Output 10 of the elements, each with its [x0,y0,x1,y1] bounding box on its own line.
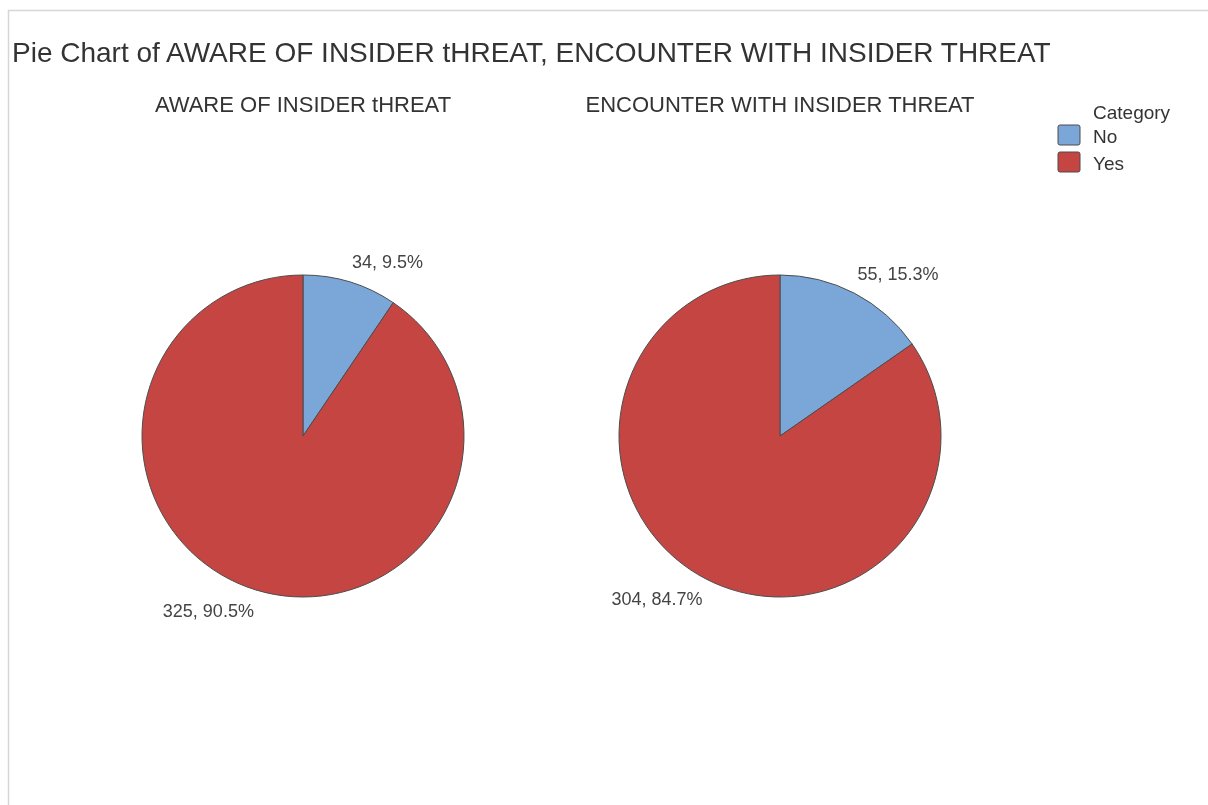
data-label: 325, 90.5% [162,600,254,621]
chart-title: Pie Chart of AWARE OF INSIDER tHREAT, ENCOUNTER WITH INSIDER THREAT [12,37,1051,68]
slice-label: AWARE OF INSIDER tHREAT [154,92,452,117]
slice-label: ENCOUNTER WITH INSIDER THREAT [585,92,975,117]
legend-label: Yes [1093,153,1124,174]
data-label: 304, 84.7% [611,589,703,610]
data-label: 55, 15.3% [857,263,939,284]
legend-label: No [1093,126,1118,147]
legend-title: Category [1093,102,1171,123]
data-label: 34, 9.5% [352,251,424,272]
